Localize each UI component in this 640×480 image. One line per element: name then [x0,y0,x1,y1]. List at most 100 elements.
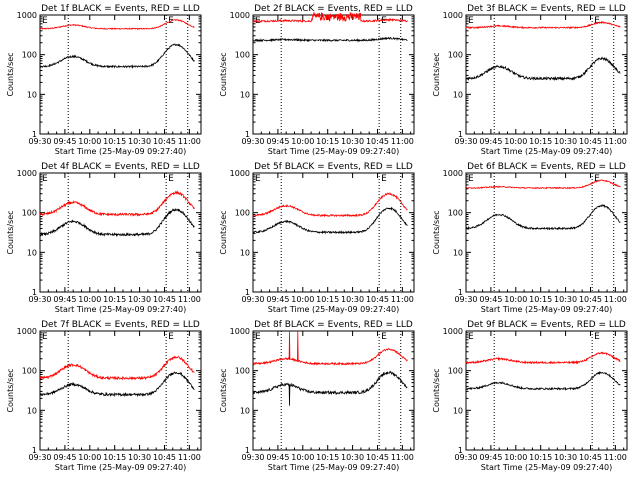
e-marker: E [468,174,474,184]
e-marker: E [42,332,48,342]
y-tick-label: 100 [448,209,463,218]
x-tick-label: 09:45 [53,137,76,146]
y-tick-label: 1 [32,288,37,297]
x-axis-label: Start Time (25-May-09 09:27:40) [481,147,612,156]
x-tick-label: 10:30 [341,137,364,146]
y-tick-label: 1 [245,288,250,297]
panel-title: Det 9f BLACK = Events, RED = LLD [467,320,626,330]
lld-series-line [466,179,621,190]
panel-title: Det 5f BLACK = Events, RED = LLD [254,162,413,172]
x-tick-label: 10:45 [153,295,176,304]
x-tick-label: 10:30 [341,295,364,304]
x-tick-label: 11:00 [391,295,414,304]
x-tick-label: 10:45 [153,453,176,462]
x-tick-label: 10:45 [366,137,389,146]
x-axis-label: Start Time (25-May-09 09:27:40) [268,147,399,156]
events-series-line [39,208,195,237]
y-tick-label: 100 [22,51,37,60]
x-tick-label: 10:45 [366,453,389,462]
events-series-line [465,203,621,231]
y-tick-label: 10 [240,248,250,257]
x-tick-label: 09:30 [454,137,477,146]
lld-series-line [465,351,621,365]
x-axis-label: Start Time (25-May-09 09:27:40) [55,305,186,314]
x-tick-label: 09:30 [241,137,264,146]
y-tick-label: 1000 [230,327,250,336]
x-tick-label: 09:30 [454,295,477,304]
x-tick-label: 09:45 [266,453,289,462]
x-tick-label: 10:45 [366,295,389,304]
y-tick-label: 1 [458,288,463,297]
e-marker: E [168,332,174,342]
y-tick-label: 100 [22,209,37,218]
panel-title: Det 3f BLACK = Events, RED = LLD [467,4,626,14]
y-axis-label: Counts/sec [219,210,228,254]
panel-title: Det 8f BLACK = Events, RED = LLD [254,320,413,330]
x-tick-label: 11:00 [604,137,627,146]
x-axis-label: Start Time (25-May-09 09:27:40) [481,305,612,314]
y-tick-label: 1000 [17,169,37,178]
x-axis-label: Start Time (25-May-09 09:27:40) [55,463,186,472]
lld-series-line [39,19,195,30]
x-tick-label: 10:00 [504,295,527,304]
x-tick-label: 11:00 [604,453,627,462]
y-tick-label: 1000 [230,11,250,20]
plot-frame [252,14,415,135]
y-tick-label: 1 [245,130,250,139]
events-series-line [39,371,195,398]
x-tick-label: 09:30 [454,453,477,462]
lld-series-line [465,20,621,30]
panel-title: Det 6f BLACK = Events, RED = LLD [467,162,626,172]
x-tick-label: 10:15 [316,453,339,462]
y-tick-label: 100 [235,367,250,376]
plot-frame [39,172,202,293]
x-tick-label: 11:00 [178,295,201,304]
x-tick-label: 10:45 [153,137,176,146]
y-tick-label: 1000 [443,11,463,20]
events-series-line [39,43,195,69]
plot-frame [252,330,415,451]
x-tick-label: 10:15 [529,295,552,304]
y-tick-label: 10 [240,90,250,99]
lld-series-line [252,11,408,23]
x-tick-label: 10:15 [529,137,552,146]
x-tick-label: 09:30 [28,453,51,462]
x-tick-label: 11:00 [391,453,414,462]
e-marker: E [255,174,261,184]
x-tick-label: 11:00 [178,137,201,146]
y-axis-label: Counts/sec [219,52,228,96]
x-tick-label: 10:00 [78,295,101,304]
x-tick-label: 09:30 [241,453,264,462]
x-axis-label: Start Time (25-May-09 09:27:40) [268,305,399,314]
y-tick-label: 1000 [443,169,463,178]
plot-frame [465,14,628,135]
x-tick-label: 10:00 [504,453,527,462]
y-tick-label: 1000 [230,169,250,178]
x-tick-label: 10:15 [316,137,339,146]
x-tick-label: 10:30 [128,137,151,146]
events-series-line [252,206,408,235]
y-tick-label: 100 [235,209,250,218]
x-tick-label: 09:30 [241,295,264,304]
y-tick-label: 100 [235,51,250,60]
plot-frame [465,330,628,451]
e-marker: E [468,332,474,342]
x-tick-label: 10:15 [103,137,126,146]
y-tick-label: 1 [458,130,463,139]
e-marker: E [42,174,48,184]
x-axis-label: Start Time (25-May-09 09:27:40) [268,463,399,472]
x-tick-label: 09:45 [479,295,502,304]
x-tick-label: 10:00 [291,137,314,146]
e-marker: E [381,332,387,342]
x-axis-label: Start Time (25-May-09 09:27:40) [481,463,612,472]
x-tick-label: 10:00 [504,137,527,146]
y-tick-label: 1000 [17,11,37,20]
plot-frame [39,330,202,451]
x-tick-label: 09:45 [53,453,76,462]
y-tick-label: 1 [32,130,37,139]
x-tick-label: 10:45 [579,137,602,146]
x-axis-label: Start Time (25-May-09 09:27:40) [55,147,186,156]
y-axis-label: Counts/sec [432,210,441,254]
events-series-line [465,56,621,82]
x-tick-label: 10:00 [291,453,314,462]
